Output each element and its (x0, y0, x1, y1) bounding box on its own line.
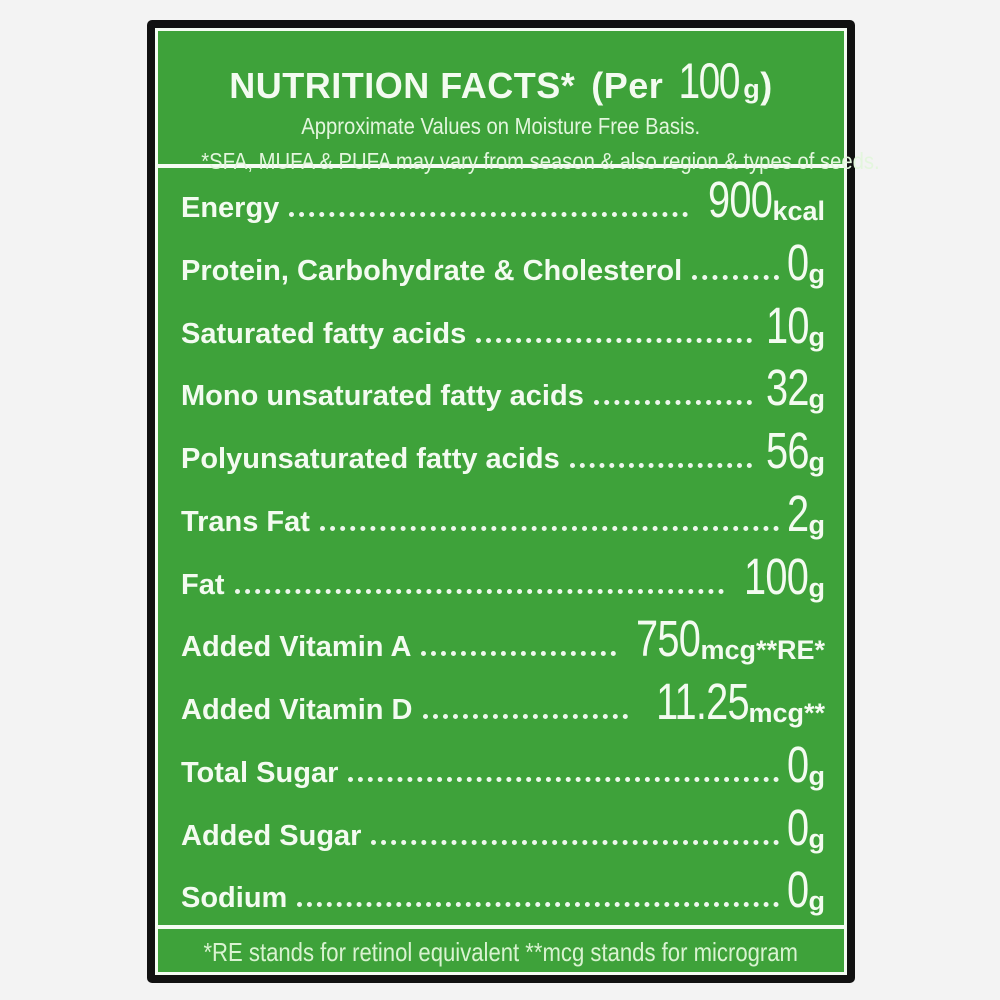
label-footer: *RE stands for retinol equivalent **mcg … (155, 929, 847, 975)
dot-leader (476, 337, 752, 343)
dot-leader (692, 274, 780, 280)
per-suffix: ) (760, 65, 773, 106)
per-unit: g (743, 74, 761, 104)
nutrient-value: 0 (787, 233, 809, 291)
nutrient-unit: mcg** (748, 698, 825, 728)
subtitle-line-1: Approximate Values on Moisture Free Basi… (301, 113, 701, 139)
dot-leader (569, 463, 752, 468)
row-saturated-fatty-acids: Saturated fatty acids 10 g (181, 296, 825, 359)
nutrient-label: Saturated fatty acids (181, 317, 467, 350)
nutrient-label: Mono unsaturated fatty acids (181, 380, 584, 413)
nutrient-value: 100 (744, 547, 809, 605)
footnote-text: *RE stands for retinol equivalent **mcg … (203, 936, 799, 967)
nutrient-unit: g (808, 886, 826, 917)
nutrient-unit: mcg**RE* (700, 635, 825, 666)
nutrient-unit: g (808, 572, 826, 603)
dot-leader (289, 212, 689, 217)
row-fat: Fat 100 g (181, 547, 825, 610)
nutrient-value: 11.25 (655, 673, 749, 730)
nutrient-label: Fat (181, 568, 225, 601)
row-energy: Energy 900 kcal (181, 170, 825, 233)
row-protein-carb-cholesterol: Protein, Carbohydrate & Cholesterol 0 g (181, 233, 825, 296)
divider-bottom (155, 925, 847, 929)
nutrient-unit: g (808, 760, 826, 791)
dot-leader (422, 714, 628, 719)
row-sodium: Sodium 0 g (181, 860, 825, 923)
row-total-sugar: Total Sugar 0 g (181, 735, 825, 798)
nutrient-unit: g (808, 384, 826, 415)
nutrient-value: 2 (787, 484, 809, 542)
row-added-sugar: Added Sugar 0 g (181, 798, 825, 861)
title-text: NUTRITION FACTS* (229, 65, 576, 106)
nutrient-value: 900 (708, 171, 773, 228)
row-polyunsaturated-fatty-acids: Polyunsaturated fatty acids 56 g (181, 421, 825, 484)
nutrient-label: Total Sugar (181, 756, 339, 789)
nutrient-unit: g (808, 447, 826, 477)
nutrient-label: Trans Fat (181, 505, 310, 538)
nutrient-value: 32 (765, 359, 809, 417)
nutrient-value: 10 (765, 296, 809, 354)
nutrient-unit: kcal (772, 196, 825, 226)
dot-leader (371, 839, 780, 845)
nutrient-label: Sodium (181, 882, 288, 915)
dot-leader (421, 651, 617, 657)
row-mono-unsaturated-fatty-acids: Mono unsaturated fatty acids 32 g (181, 358, 825, 421)
nutrient-label: Energy (181, 192, 280, 224)
subtitle-line-2: *SFA, MUFA & PUFA may vary from season &… (201, 148, 880, 174)
subtitle-line-1-wrap: Approximate Values on Moisture Free Basi… (155, 110, 847, 145)
nutrient-unit: g (808, 321, 826, 352)
dot-leader (593, 400, 752, 406)
nutrient-label: Added Vitamin D (181, 694, 413, 726)
nutrient-table: Energy 900 kcal Protein, Carbohydrate & … (155, 168, 847, 925)
per-prefix: (Per (591, 65, 664, 106)
nutrient-label: Added Vitamin A (181, 631, 412, 664)
row-trans-fat: Trans Fat 2 g (181, 484, 825, 547)
dot-leader (234, 588, 725, 594)
nutrient-value: 0 (787, 735, 809, 793)
row-added-vitamin-d: Added Vitamin D 11.25 mcg** (181, 672, 825, 735)
nutrient-unit: g (808, 823, 826, 854)
dot-leader (319, 525, 780, 531)
divider-top (155, 164, 847, 168)
label-header: NUTRITION FACTS* (Per 100 g) Approximate V… (155, 28, 879, 174)
dot-leader (297, 902, 780, 908)
nutrient-value: 750 (636, 610, 701, 668)
nutrient-value: 0 (787, 861, 809, 919)
nutrient-label: Polyunsaturated fatty acids (181, 443, 560, 475)
nutrient-value: 56 (765, 422, 809, 479)
per-amount: 100 (678, 53, 740, 109)
row-added-vitamin-a: Added Vitamin A 750 mcg**RE* (181, 609, 825, 672)
label-title: NUTRITION FACTS* (Per 100 g) (155, 52, 847, 110)
dot-leader (348, 776, 780, 782)
subtitle-line-2-wrap: *SFA, MUFA & PUFA may vary from season &… (155, 145, 879, 180)
nutrient-label: Added Sugar (181, 819, 362, 852)
nutrition-label-panel: NUTRITION FACTS* (Per 100 g) Approximate V… (147, 20, 880, 983)
nutrient-label: Protein, Carbohydrate & Cholesterol (181, 254, 683, 287)
nutrient-unit: g (808, 258, 826, 289)
nutrient-value: 0 (787, 798, 809, 856)
nutrient-unit: g (808, 509, 826, 540)
